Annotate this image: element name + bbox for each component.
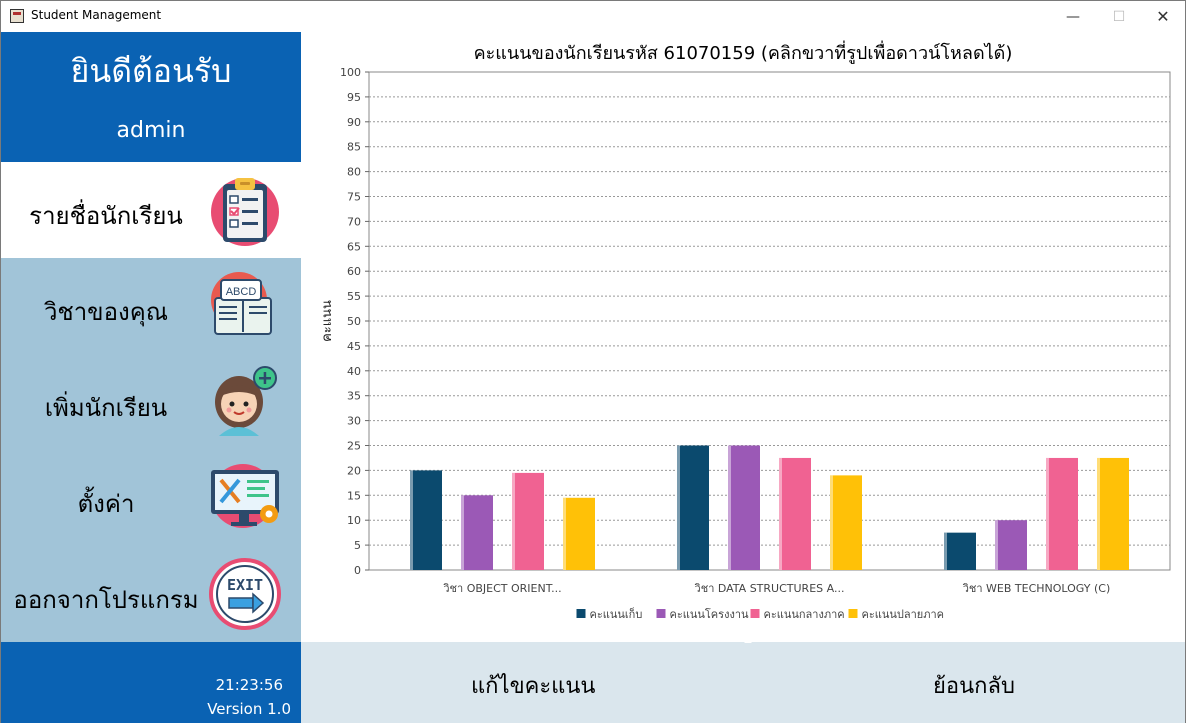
bar-highlight	[1046, 457, 1049, 570]
bar	[995, 520, 1027, 570]
y-tick-label: 65	[347, 240, 361, 253]
clipboard-checklist-icon	[211, 178, 279, 246]
sidebar: ยินดีต้อนรับ admin รายชื่อนักเรียน วิช	[1, 32, 301, 723]
sidebar-footer: 21:23:56 Version 1.0	[1, 642, 301, 723]
welcome-panel: ยินดีต้อนรับ admin	[1, 32, 301, 162]
bar-highlight	[779, 457, 782, 570]
bar-highlight	[728, 445, 731, 570]
sidebar-item-add-student[interactable]: เพิ่มนักเรียน	[1, 354, 301, 450]
close-button[interactable]: ✕	[1156, 7, 1170, 26]
bar	[944, 532, 976, 570]
y-tick-label: 20	[347, 464, 361, 477]
sidebar-item-label: รายชื่อนักเรียน	[29, 202, 183, 230]
back-button[interactable]: ย้อนกลับ	[933, 674, 1015, 699]
y-tick-label: 70	[347, 215, 361, 228]
bar-highlight	[512, 472, 515, 570]
maximize-button[interactable]: ☐	[1112, 8, 1126, 25]
legend-label: คะแนนปลายภาค	[862, 608, 945, 621]
y-tick-label: 40	[347, 365, 361, 378]
sidebar-item-exit[interactable]: ออกจากโปรแกรม EXIT	[1, 546, 301, 642]
sidebar-item-settings[interactable]: ตั้งค่า	[1, 450, 301, 546]
sidebar-item-your-subjects[interactable]: วิชาของคุณ ABCD	[1, 258, 301, 354]
bar	[728, 445, 760, 570]
y-axis-label: คะแนน	[320, 300, 335, 342]
legend-label: คะแนนเก็บ	[590, 607, 643, 621]
sidebar-item-label: วิชาของคุณ	[43, 298, 169, 326]
title-bar[interactable]: Student Management — ☐ ✕	[1, 1, 1185, 32]
chart-title: คะแนนของนักเรียนรหัส 61070159 (คลิกขวาที…	[473, 43, 1013, 64]
legend-swatch	[576, 609, 586, 618]
legend-label: คะแนนโครงงาน	[670, 607, 749, 621]
y-tick-label: 35	[347, 390, 361, 403]
sidebar-item-student-list[interactable]: รายชื่อนักเรียน	[1, 162, 301, 258]
bar-highlight	[461, 495, 464, 570]
svg-text:EXIT: EXIT	[227, 576, 263, 594]
sidebar-item-label: ตั้งค่า	[77, 490, 135, 518]
y-tick-label: 0	[354, 564, 361, 577]
edit-score-button[interactable]: แก้ไขคะแนน	[471, 674, 596, 699]
bar-chart[interactable]: 0 5 10 15 20 25 30 35 40 45 50 55 60 65 70 75 80 85 90 95 10…	[301, 32, 1185, 642]
legend-swatch	[750, 609, 760, 618]
y-tick-label: 75	[347, 191, 361, 204]
y-tick-label: 85	[347, 141, 361, 154]
y-tick-label: 15	[347, 489, 361, 502]
y-tick-label: 55	[347, 290, 361, 303]
bar-highlight	[563, 497, 566, 570]
exit-sign-icon: EXIT	[209, 558, 281, 630]
sidebar-item-label: เพิ่มนักเรียน	[44, 394, 168, 422]
y-tick-label: 25	[347, 440, 361, 453]
y-tick-label: 60	[347, 265, 361, 278]
clock-label: 21:23:56	[215, 676, 283, 694]
bar	[1097, 457, 1129, 570]
x-tick-label: วิชา WEB TECHNOLOGY (C)	[962, 582, 1110, 595]
y-tick-label: 95	[347, 91, 361, 104]
legend-swatch	[656, 609, 666, 618]
app-icon	[10, 9, 24, 23]
bar	[512, 472, 544, 570]
y-tick-label: 10	[347, 514, 361, 527]
x-tick-label: วิชา OBJECT ORIENT...	[443, 582, 562, 595]
bar-highlight	[1097, 457, 1100, 570]
bar-highlight	[995, 520, 998, 570]
version-label: Version 1.0	[207, 700, 291, 718]
bar	[1046, 457, 1078, 570]
sidebar-item-label: ออกจากโปรแกรม	[13, 586, 199, 614]
svg-text:ABCD: ABCD	[226, 286, 257, 298]
chart-panel[interactable]: คะแนนของนักเรียนรหัส 61070159 (คลิกขวาที…	[301, 32, 1185, 642]
bar	[563, 497, 595, 570]
minimize-button[interactable]: —	[1066, 8, 1080, 25]
y-tick-label: 100	[340, 66, 361, 79]
add-student-icon	[215, 366, 277, 436]
bar	[410, 470, 442, 570]
bar-highlight	[410, 470, 413, 570]
settings-tools-monitor-icon	[211, 464, 279, 528]
y-tick-label: 45	[347, 340, 361, 353]
username-label: admin	[116, 118, 186, 143]
bar-highlight	[677, 445, 680, 570]
legend-swatch	[848, 609, 858, 618]
legend-label: คะแนนกลางภาค	[764, 608, 845, 621]
divider-notch	[744, 639, 752, 643]
bar	[677, 445, 709, 570]
y-tick-label: 50	[347, 315, 361, 328]
bottom-bar: แก้ไขคะแนน ย้อนกลับ	[301, 639, 1185, 723]
y-tick-label: 30	[347, 415, 361, 428]
abcd-book-icon: ABCD	[211, 272, 272, 335]
window-title: Student Management	[31, 8, 162, 22]
bar-highlight	[830, 475, 833, 570]
y-tick-label: 80	[347, 166, 361, 179]
y-tick-label: 90	[347, 116, 361, 129]
bar-highlight	[944, 532, 947, 570]
welcome-title: ยินดีต้อนรับ	[70, 52, 232, 90]
y-tick-label: 5	[354, 539, 361, 552]
x-tick-label: วิชา DATA STRUCTURES A...	[694, 582, 845, 595]
bar	[779, 457, 811, 570]
bar	[830, 475, 862, 570]
bar	[461, 495, 493, 570]
